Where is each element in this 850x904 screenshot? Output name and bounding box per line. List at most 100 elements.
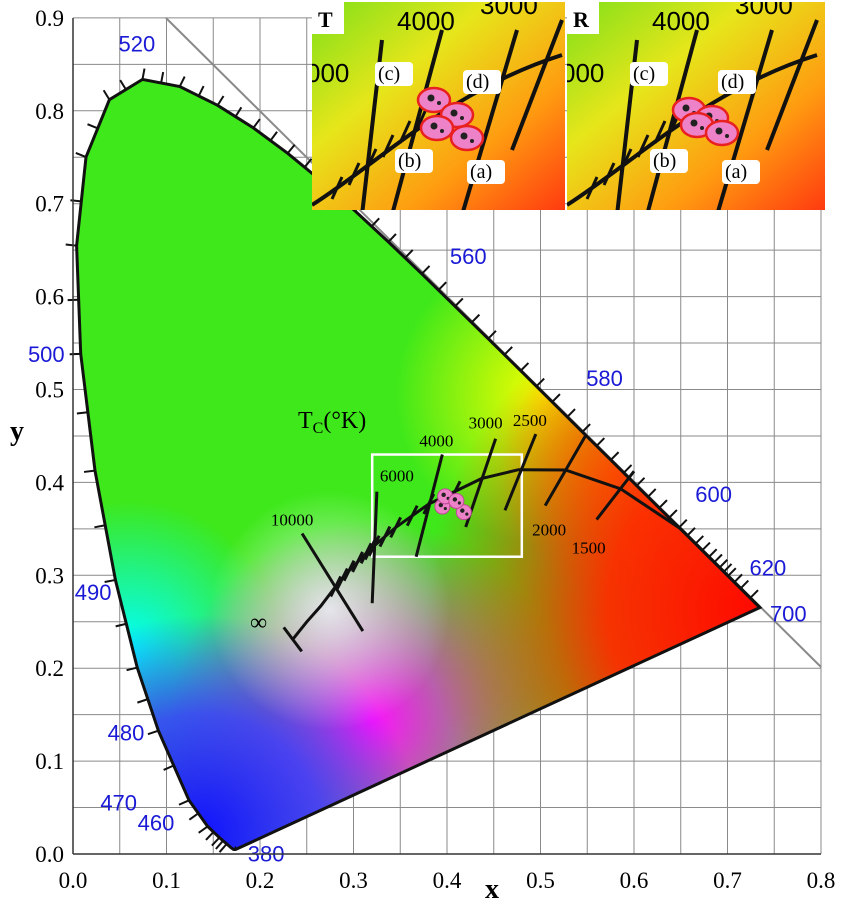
locus-tick [503,346,513,356]
sample-marker-dot [443,506,447,511]
locus-tick [454,297,464,307]
x-tick-label: 0.5 [526,868,555,893]
locus-tick [723,563,733,573]
cct-label: 1500 [572,539,606,558]
inset-panel-r: 4000 3000 000 R (a) (b) (c) (d) [567,2,825,210]
locus-tick [581,423,591,433]
locus-tick [658,499,668,509]
planckian-ticks [282,480,462,653]
planck-tick [342,559,356,582]
inset-marker [419,114,455,142]
locus-tick [119,79,127,91]
inset-marker-dot [460,116,464,120]
inset-marker-dot [430,122,438,130]
y-tick-label: 0.5 [35,378,64,403]
inset-marker-dot [460,132,468,140]
inset-marker-dot [725,134,729,138]
locus-tick [668,509,678,519]
y-tick-label: 0.8 [35,99,64,124]
inset-tick [636,134,650,158]
locus-tick [551,393,561,403]
sample-marker-dot [465,512,469,516]
inset-label-box [375,62,413,86]
inset-label-box [650,149,688,173]
locus-tick [437,281,447,291]
inset-label-box [722,160,760,184]
inset-tag: T [318,7,333,32]
inset-label: (c) [378,63,400,85]
inset-marker-dot [690,119,698,127]
wavelength-label: 520 [118,31,155,56]
locus-tick [178,76,186,87]
locus-tick [708,548,718,558]
locus-tick [713,553,723,563]
inset-tick [347,162,361,186]
y-tick-label: 0.0 [35,842,64,867]
inset-tick [364,148,378,172]
planck-tick [405,504,419,527]
cct-label: 3000 [469,414,503,433]
wavelength-label: 560 [450,244,487,269]
locus-tick [470,313,481,324]
locus-tick [519,362,530,372]
locus-tick [83,469,96,473]
infinity-label: ∞ [250,610,267,636]
y-tick-labels: 0.0 0.1 0.2 0.3 0.4 0.5 0.6 0.7 0.8 0.9 [35,6,64,867]
x-tick-label: 0.7 [713,868,742,893]
x-tick-label: 0.0 [59,868,88,893]
planck-end-cap [282,626,303,653]
y-tick-label: 0.7 [35,192,64,217]
isotherm-line [503,433,538,511]
locus-tick [205,831,215,841]
cct-labels: 10000 6000 4000 3000 2500 2000 1500 [271,411,606,557]
x-tick-label: 0.8 [807,868,836,893]
locus-tick [76,411,88,415]
y-tick-label: 0.3 [35,563,64,588]
inset-label: (d) [721,71,744,93]
wavelength-label: 700 [770,602,807,627]
planck-tick [389,516,403,539]
y-tick-label: 0.9 [35,6,64,31]
locus-tick [178,799,190,806]
inset-label: (b) [398,150,421,172]
inset-marker [704,119,740,147]
locus-tick [623,464,633,474]
locus-tick [160,71,165,84]
inset-marker [416,86,452,114]
x-tick-labels: 0.0 0.1 0.2 0.3 0.4 0.5 0.6 0.7 0.8 [59,868,836,893]
inset-marker-dot [682,104,690,112]
inset-label-box [630,62,668,86]
inset-tag: R [573,7,590,32]
zoom-region-box [370,453,524,558]
locus-tick [694,535,704,545]
sample-marker-dot [438,502,444,508]
y-tick-label: 0.1 [35,749,64,774]
wavelength-label: 490 [75,580,112,605]
inset-label-box [395,149,433,173]
inset-content: 4000 3000 000 [312,0,564,210]
locus-tick [94,524,106,529]
locus-tick [739,579,750,590]
inset-marker-dot [427,94,435,102]
cct-label: 10000 [271,510,314,529]
locus-tick [595,437,606,447]
spectral-locus-ticks [65,68,759,853]
inset-isotherm [765,19,819,151]
locus-tick [163,764,175,771]
locus-tick [252,118,261,129]
locus-tick [234,106,243,118]
locus-tick [137,698,149,704]
inset-label: (c) [633,63,655,85]
inset-label-box [463,70,501,94]
locus-tick [188,812,199,821]
inset-marker-dot [715,127,723,135]
inset-cct-label: 3000 [480,0,538,20]
inset-cct-label: 4000 [397,6,455,36]
wavelength-label: 580 [586,366,623,391]
locus-tick [535,377,545,388]
locus-tick [701,541,711,552]
inset-tick [381,134,395,158]
locus-tick [370,217,380,228]
x-axis-title: x [485,874,499,904]
inset-tick [619,148,633,172]
